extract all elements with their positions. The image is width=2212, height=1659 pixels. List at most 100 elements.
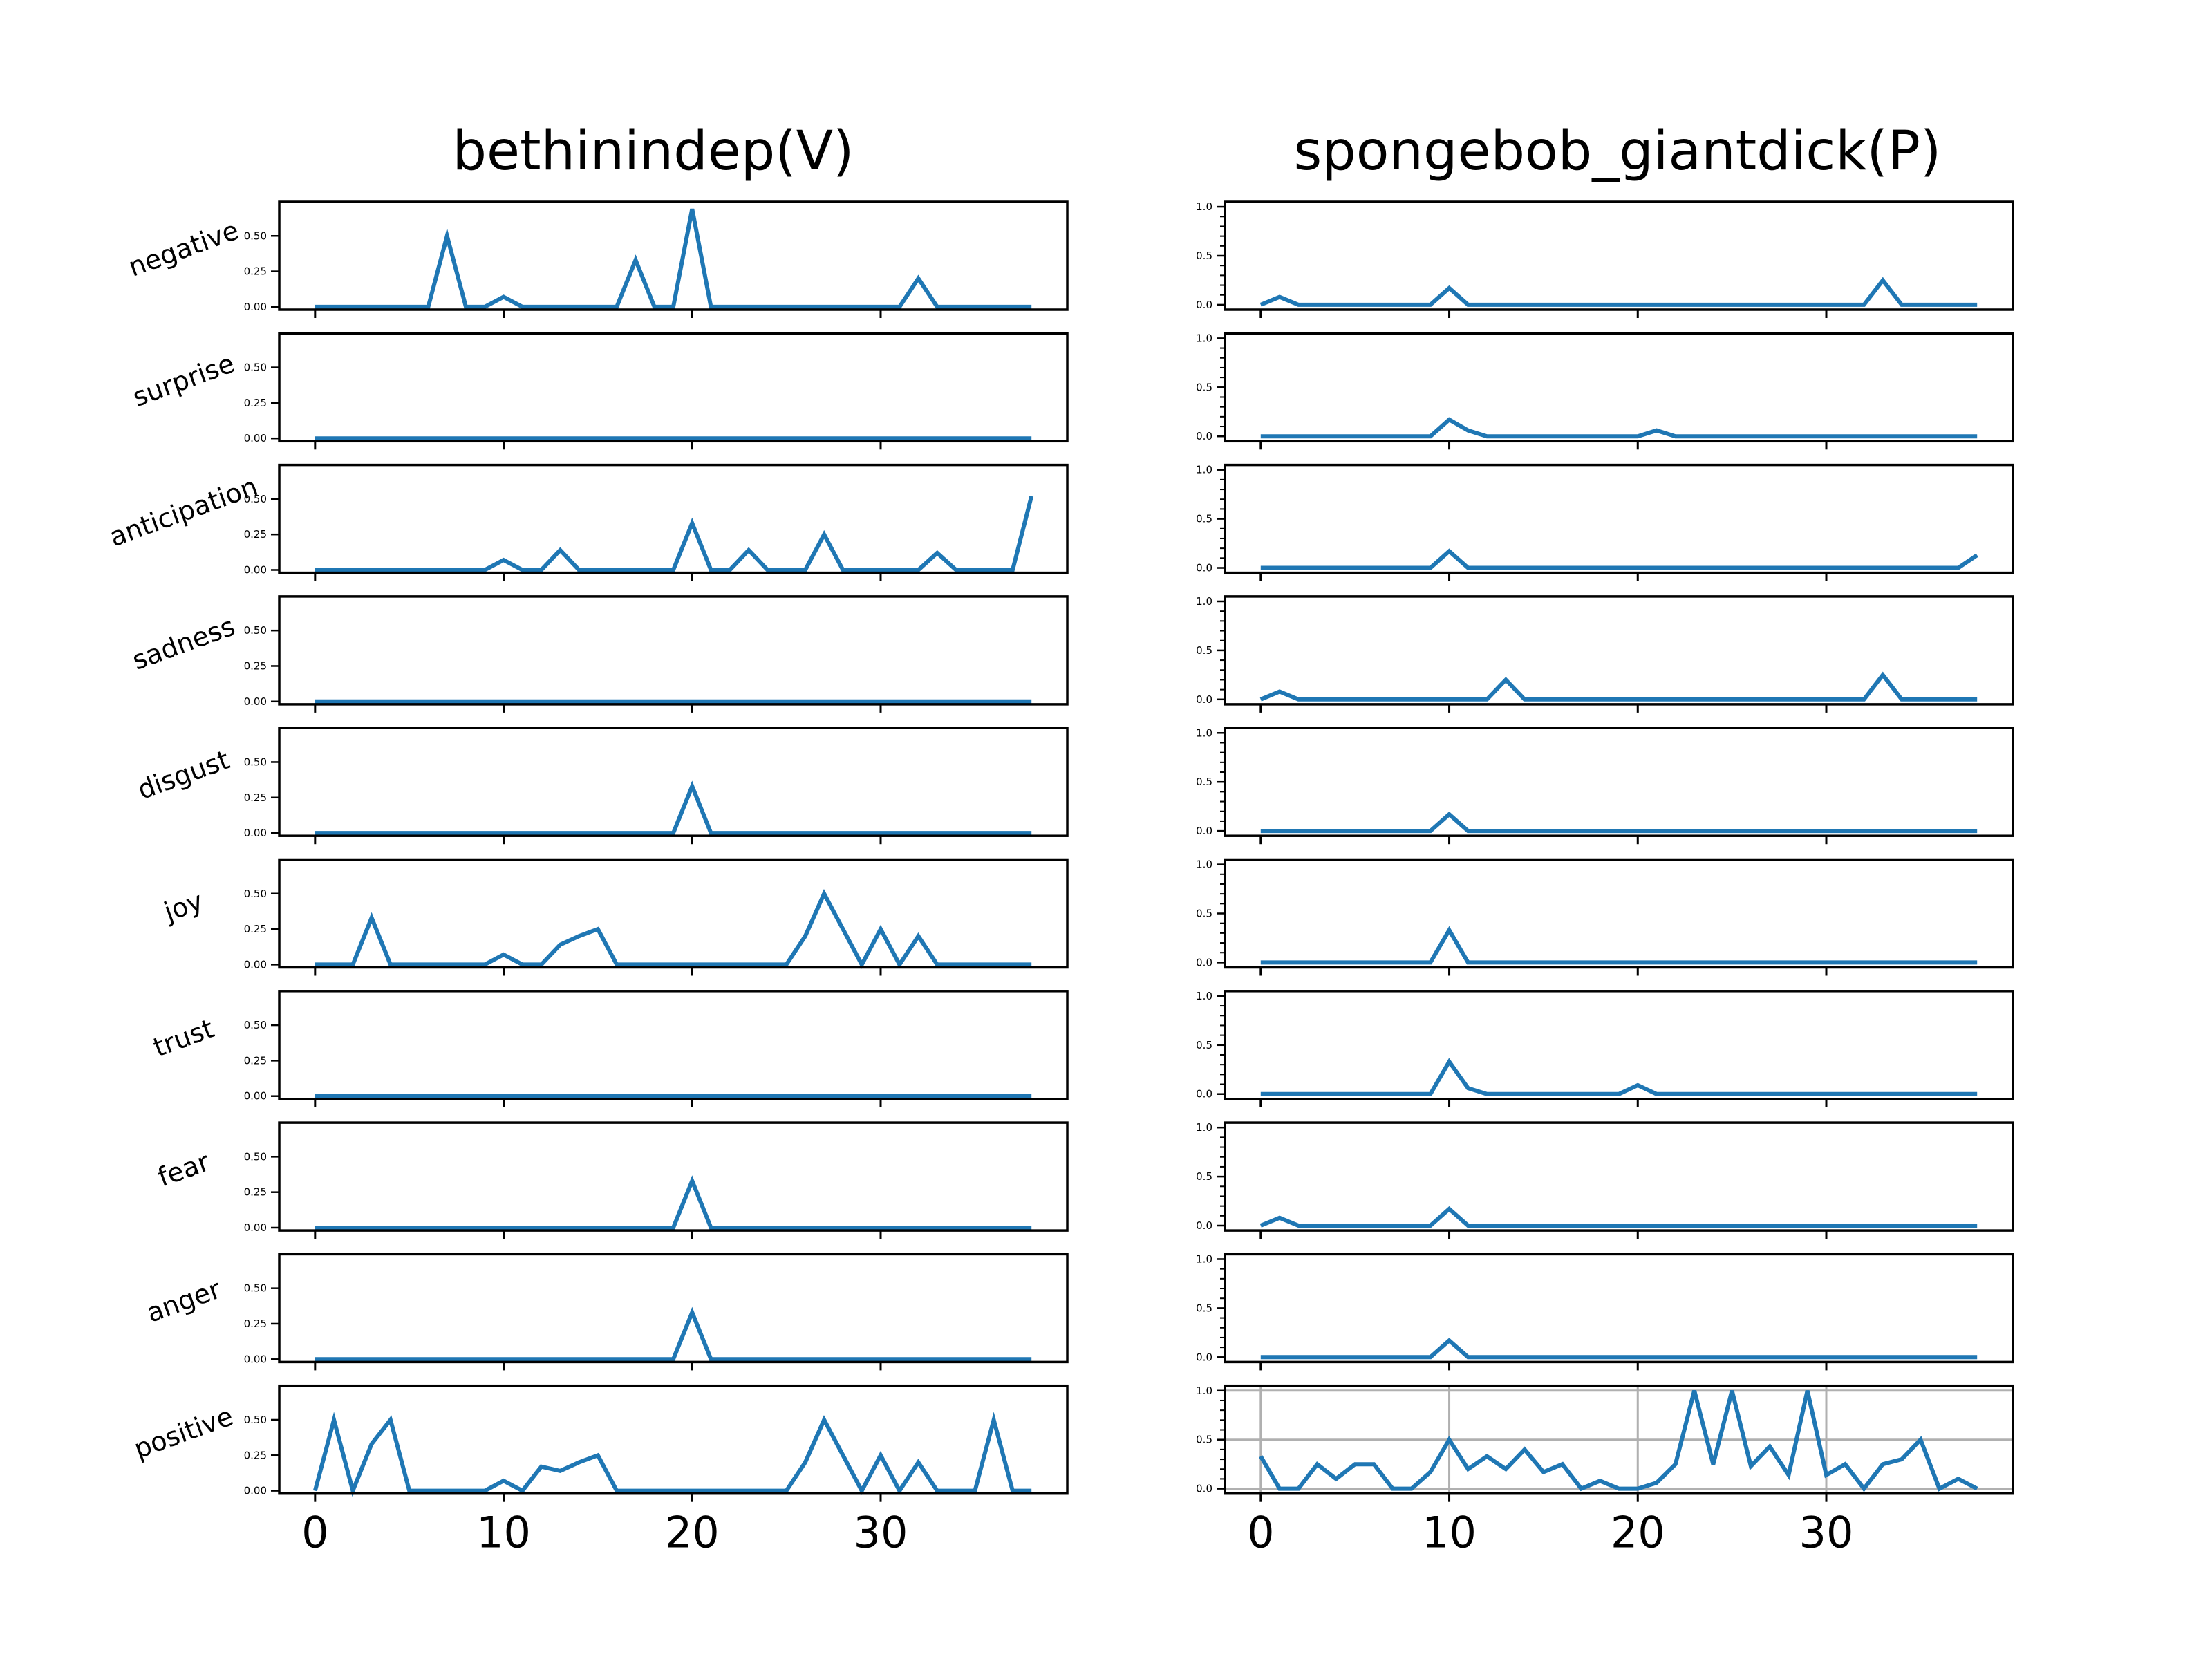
y-tick-label: 0.5	[1196, 644, 1212, 657]
series-line-positive	[312, 1412, 1032, 1497]
subplot-right-surprise: 0.0 0.5 1.0	[1196, 332, 2014, 450]
axes-frame	[278, 858, 1069, 969]
y-tick-label: 0.25	[244, 923, 267, 935]
y-tick-label: 0.50	[244, 1282, 267, 1295]
axes-frame	[278, 332, 1069, 443]
y-tick-label: 0.0	[1196, 956, 1212, 968]
y-tick-label: 0.50	[244, 624, 267, 637]
y-tick-label: 0.00	[244, 432, 267, 444]
y-tick-label: 1.0	[1196, 1121, 1212, 1134]
series-line-trust	[1260, 1058, 1978, 1096]
series-line-joy	[1260, 926, 1978, 965]
y-tick-label: 0.0	[1196, 1351, 1212, 1363]
y-tick-label: 0.00	[244, 1221, 267, 1234]
y-tick-label: 0.25	[244, 791, 267, 804]
y-tick-label: 0.5	[1196, 513, 1212, 525]
subplot-right-positive: 0.0 0.5 1.0 0 10 20 30	[1196, 1385, 2014, 1558]
series-line-negative	[315, 208, 1032, 309]
series-line-anticipation	[315, 496, 1034, 572]
axes-frame	[278, 1253, 1069, 1364]
y-tick-label: 0.5	[1196, 381, 1212, 393]
axes-frame	[278, 990, 1069, 1100]
axes-frame	[278, 595, 1069, 706]
y-tick-label: 0.5	[1196, 1434, 1212, 1446]
y-tick-label: 0.0	[1196, 1483, 1212, 1495]
y-tick-label: 0.5	[1196, 250, 1212, 262]
y-tick-label: 0.25	[244, 1318, 267, 1330]
y-tick-label: 0.0	[1196, 1219, 1212, 1232]
y-tick-label: 1.0	[1196, 1385, 1212, 1397]
y-tick-label: 0.50	[244, 1019, 267, 1031]
series-line-negative	[1259, 276, 1978, 307]
x-tick-label: 20	[665, 1508, 720, 1558]
y-tick-label: 0.00	[244, 958, 267, 971]
y-tick-label: 0.0	[1196, 299, 1212, 311]
y-tick-label: 0.50	[244, 1150, 267, 1163]
y-tick-label: 1.0	[1196, 332, 1212, 344]
y-tick-label: 0.25	[244, 528, 267, 541]
y-tick-label: 0.50	[244, 229, 267, 242]
y-tick-label: 0.50	[244, 362, 267, 374]
y-tick-label: 1.0	[1196, 1253, 1212, 1265]
right-column-title: spongebob_giantdick(P)	[1294, 120, 1942, 182]
y-tick-label: 1.0	[1196, 595, 1212, 608]
y-tick-label: 0.50	[244, 888, 267, 900]
y-tick-label: 0.5	[1196, 1170, 1212, 1183]
subplot-right-anger: 0.0 0.5 1.0	[1196, 1253, 2014, 1371]
y-tick-label: 0.25	[244, 265, 267, 278]
x-tick-label: 10	[1422, 1508, 1477, 1558]
axes-frame	[278, 463, 1069, 574]
y-tick-label: 0.25	[244, 1186, 267, 1199]
y-tick-label: 1.0	[1196, 727, 1212, 739]
y-tick-label: 0.25	[244, 397, 267, 409]
left-column-title: bethinindep(V)	[453, 120, 854, 182]
series-line-surprise	[1260, 417, 1978, 439]
series-line-disgust	[315, 780, 1032, 836]
series-line-anger	[1260, 1338, 1978, 1360]
y-tick-label: 0.50	[244, 493, 267, 505]
axes-frame	[278, 1121, 1069, 1232]
subplot-right-fear: 0.0 0.5 1.0	[1196, 1121, 2014, 1239]
y-tick-label: 1.0	[1196, 464, 1212, 476]
y-tick-label: 0.00	[244, 301, 267, 313]
series-line-positive	[1259, 1390, 1978, 1492]
subplot-right-trust: 0.0 0.5 1.0	[1196, 990, 2014, 1107]
y-tick-label: 0.25	[244, 659, 267, 672]
series-line-fear	[1259, 1206, 1978, 1228]
y-tick-label: 0.00	[244, 1353, 267, 1365]
y-tick-label: 0.0	[1196, 693, 1212, 706]
y-tick-label: 1.0	[1196, 200, 1212, 213]
subplot-right-negative: 0.0 0.5 1.0	[1196, 200, 2014, 318]
series-line-joy	[315, 888, 1032, 969]
series-line-anticipation	[1260, 548, 1978, 570]
y-tick-label: 0.00	[244, 1090, 267, 1103]
x-tick-label: 20	[1611, 1508, 1665, 1558]
x-tick-label: 10	[476, 1508, 531, 1558]
y-tick-label: 0.25	[244, 1449, 267, 1461]
y-tick-label: 0.5	[1196, 908, 1212, 920]
y-tick-label: 0.0	[1196, 430, 1212, 442]
y-tick-label: 0.50	[244, 1414, 267, 1426]
series-line-anger	[315, 1306, 1032, 1362]
axes-frame	[278, 1384, 1069, 1495]
x-tick-label: 0	[301, 1508, 328, 1558]
y-tick-label: 0.00	[244, 827, 267, 839]
y-tick-label: 0.5	[1196, 1039, 1212, 1051]
y-tick-label: 0.50	[244, 756, 267, 768]
y-tick-label: 1.0	[1196, 859, 1212, 871]
axes-frame	[278, 727, 1069, 837]
series-line-fear	[315, 1175, 1032, 1230]
series-line-disgust	[1260, 811, 1978, 834]
subplot-right-sadness: 0.0 0.5 1.0	[1196, 595, 2014, 713]
y-tick-label: 0.00	[244, 563, 267, 576]
y-tick-label: 1.0	[1196, 990, 1212, 1002]
x-tick-label: 30	[854, 1508, 908, 1558]
y-tick-label: 0.00	[244, 1485, 267, 1497]
y-tick-label: 0.0	[1196, 1088, 1212, 1100]
x-tick-label: 30	[1799, 1508, 1854, 1558]
x-tick-label: 0	[1247, 1508, 1274, 1558]
y-tick-label: 0.0	[1196, 562, 1212, 574]
